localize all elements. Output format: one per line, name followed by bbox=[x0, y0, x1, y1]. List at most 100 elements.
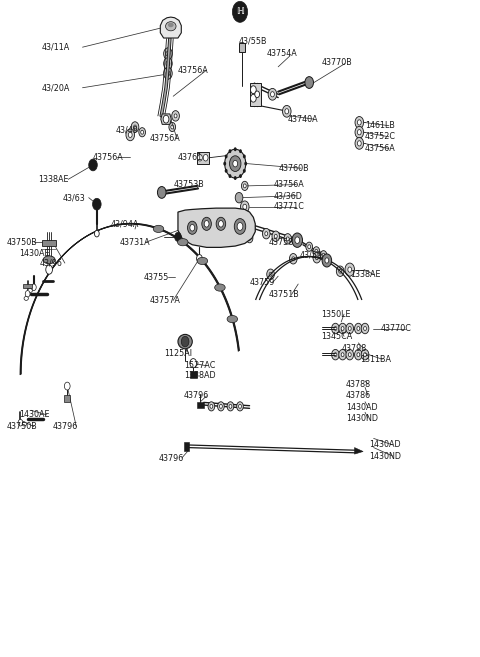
Circle shape bbox=[355, 116, 364, 128]
Circle shape bbox=[292, 257, 295, 261]
Text: 1338AD: 1338AD bbox=[184, 371, 216, 380]
Text: 43796: 43796 bbox=[184, 392, 209, 400]
Ellipse shape bbox=[166, 22, 176, 31]
Circle shape bbox=[269, 272, 272, 276]
Text: 43740A: 43740A bbox=[288, 115, 318, 124]
Circle shape bbox=[166, 71, 170, 76]
Circle shape bbox=[355, 323, 362, 334]
Bar bbox=[239, 43, 245, 52]
Circle shape bbox=[346, 350, 354, 360]
Circle shape bbox=[239, 149, 242, 153]
Text: 43759: 43759 bbox=[250, 278, 275, 287]
Circle shape bbox=[234, 147, 237, 151]
Circle shape bbox=[234, 219, 246, 235]
Circle shape bbox=[174, 114, 177, 118]
Circle shape bbox=[171, 125, 174, 129]
Circle shape bbox=[348, 267, 352, 272]
Circle shape bbox=[237, 402, 243, 411]
Circle shape bbox=[243, 154, 246, 158]
Circle shape bbox=[227, 402, 234, 411]
Circle shape bbox=[197, 254, 202, 262]
Circle shape bbox=[268, 89, 277, 100]
Circle shape bbox=[203, 154, 208, 161]
Text: 43/63: 43/63 bbox=[62, 193, 85, 202]
Text: 43/36D: 43/36D bbox=[274, 191, 302, 200]
Text: 1430AD: 1430AD bbox=[369, 440, 400, 449]
Circle shape bbox=[172, 110, 180, 121]
Circle shape bbox=[216, 217, 226, 231]
Ellipse shape bbox=[168, 22, 174, 27]
Circle shape bbox=[225, 169, 228, 173]
Polygon shape bbox=[23, 284, 33, 288]
Text: 43731A: 43731A bbox=[120, 238, 150, 246]
Circle shape bbox=[246, 215, 249, 219]
Circle shape bbox=[282, 105, 291, 117]
Circle shape bbox=[229, 405, 232, 408]
Circle shape bbox=[241, 181, 248, 191]
Text: 1527AC: 1527AC bbox=[184, 361, 215, 371]
Text: 43796: 43796 bbox=[53, 422, 78, 431]
Text: 43750B: 43750B bbox=[6, 422, 37, 431]
Circle shape bbox=[292, 233, 302, 248]
Text: 43770C: 43770C bbox=[381, 324, 412, 333]
Text: 43788: 43788 bbox=[346, 380, 371, 388]
Text: 43/55B: 43/55B bbox=[239, 36, 267, 45]
Text: 43754A: 43754A bbox=[266, 49, 297, 58]
Text: 43786: 43786 bbox=[346, 391, 371, 399]
Circle shape bbox=[141, 130, 144, 134]
Circle shape bbox=[332, 323, 339, 334]
Circle shape bbox=[357, 353, 360, 357]
Circle shape bbox=[181, 336, 189, 347]
Ellipse shape bbox=[24, 296, 28, 300]
Circle shape bbox=[320, 251, 327, 260]
Text: 1311BA: 1311BA bbox=[360, 355, 391, 364]
Circle shape bbox=[180, 212, 187, 221]
Ellipse shape bbox=[197, 258, 208, 265]
Text: 43796: 43796 bbox=[159, 453, 184, 463]
Text: 43/96: 43/96 bbox=[39, 259, 62, 267]
Text: 43753B: 43753B bbox=[173, 180, 204, 189]
Ellipse shape bbox=[215, 284, 225, 291]
Text: 43761: 43761 bbox=[178, 152, 203, 162]
Circle shape bbox=[166, 51, 170, 57]
Circle shape bbox=[228, 174, 231, 178]
Polygon shape bbox=[178, 208, 255, 248]
Circle shape bbox=[237, 223, 243, 231]
Circle shape bbox=[217, 402, 224, 411]
Text: 1338AE: 1338AE bbox=[350, 270, 380, 279]
Circle shape bbox=[243, 204, 247, 210]
Circle shape bbox=[93, 198, 101, 210]
Circle shape bbox=[341, 353, 344, 357]
Circle shape bbox=[339, 269, 342, 273]
Circle shape bbox=[182, 214, 185, 218]
Circle shape bbox=[336, 266, 344, 277]
Circle shape bbox=[164, 48, 172, 60]
Circle shape bbox=[358, 120, 361, 125]
Circle shape bbox=[345, 263, 355, 276]
Circle shape bbox=[315, 256, 318, 260]
Circle shape bbox=[339, 350, 347, 360]
Circle shape bbox=[89, 159, 97, 171]
Circle shape bbox=[243, 169, 246, 173]
Circle shape bbox=[64, 382, 70, 390]
Text: 1345CA: 1345CA bbox=[321, 332, 352, 341]
Circle shape bbox=[325, 258, 329, 263]
Circle shape bbox=[225, 149, 246, 178]
Circle shape bbox=[225, 154, 228, 158]
Circle shape bbox=[175, 233, 181, 242]
Circle shape bbox=[208, 402, 215, 411]
Text: 43756A: 43756A bbox=[178, 66, 209, 75]
Polygon shape bbox=[160, 17, 181, 38]
Text: 43770B: 43770B bbox=[321, 58, 352, 67]
Text: 1430AE: 1430AE bbox=[20, 411, 50, 419]
Circle shape bbox=[188, 221, 197, 235]
Text: 1125AI: 1125AI bbox=[165, 349, 192, 358]
Ellipse shape bbox=[227, 315, 238, 323]
Circle shape bbox=[228, 149, 231, 153]
Circle shape bbox=[289, 254, 297, 264]
Bar bbox=[64, 396, 70, 402]
Text: 43756A: 43756A bbox=[274, 180, 304, 189]
Text: 1350LE: 1350LE bbox=[321, 309, 350, 319]
Circle shape bbox=[126, 129, 134, 141]
Ellipse shape bbox=[153, 225, 164, 233]
